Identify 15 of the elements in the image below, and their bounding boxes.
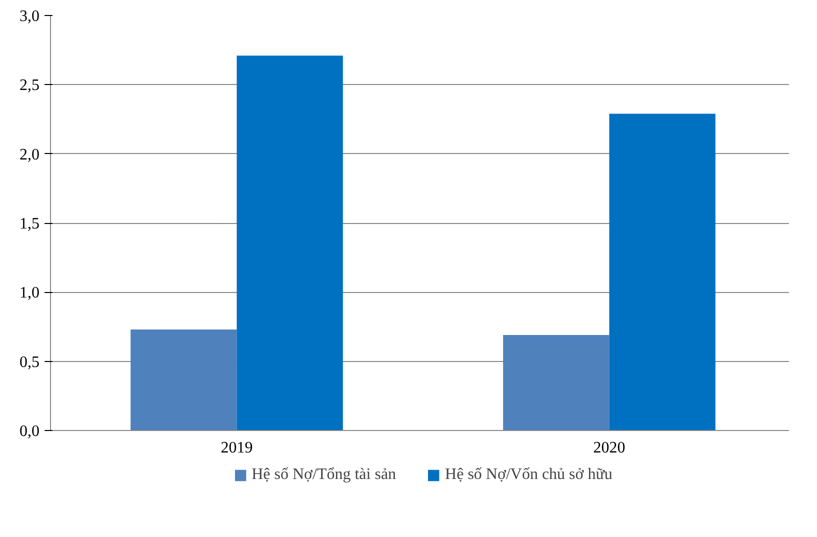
y-tick-label: 0,0 (20, 423, 40, 440)
y-tick-label: 0,5 (20, 354, 40, 371)
bar (503, 335, 610, 430)
y-tick-label: 1,0 (20, 284, 40, 302)
y-tick-label: 1,5 (20, 216, 40, 232)
y-tick-label: 3,0 (20, 8, 40, 25)
bar (609, 114, 716, 430)
bar (236, 56, 343, 430)
x-tick-label: 2020 (593, 440, 626, 456)
legend-label: Hệ số Nợ/Tổng tài sản (252, 466, 396, 484)
x-tick-label: 2019 (220, 440, 253, 456)
y-tick-label: 2,0 (20, 146, 40, 164)
y-tick-label: 2,5 (20, 77, 40, 94)
legend-label: Hệ số Nợ/Vốn chủ sở hữu (445, 466, 612, 484)
bar (130, 330, 237, 430)
